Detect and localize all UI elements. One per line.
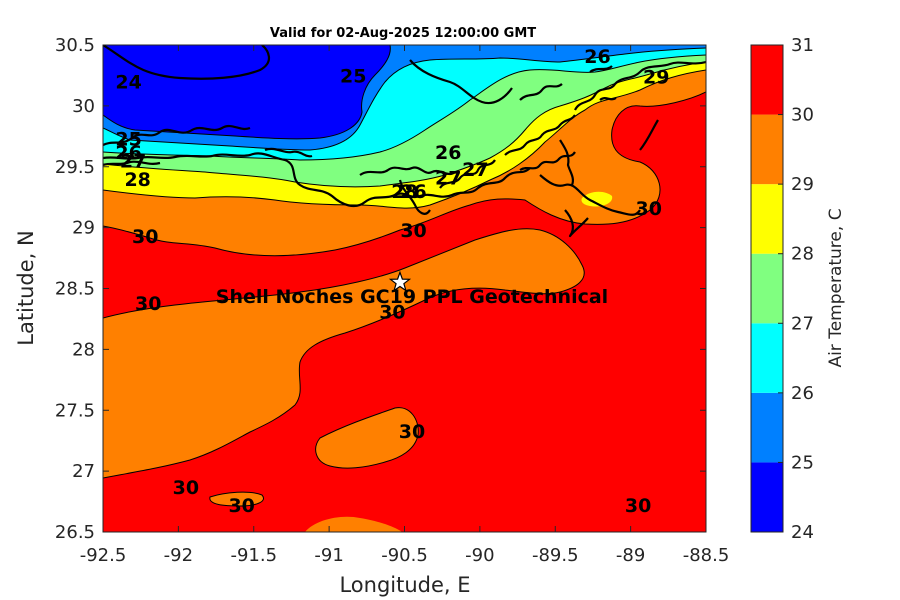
y-tick-label: 30.5 [55,35,95,56]
band-28-pocket [581,191,613,207]
contour-label: 28 [124,169,150,191]
contour-label: 27 [435,168,461,190]
band-29-southwest [103,228,585,478]
x-tick-label: -89.5 [532,545,579,566]
y-tick-label: 26.5 [55,522,95,543]
contour-label: 30 [132,226,158,248]
y-tick-label: 28 [72,339,95,360]
axis-ticks: -92.5 -92 -91.5 -91 -90.5 -90 -89.5 -89 -88.5 26.… [55,35,729,566]
coastline [103,45,706,238]
colorbar-swatch [751,114,783,185]
x-axis-label: Longitude, E [339,573,470,597]
isolines [103,45,706,507]
contour-label: 30 [625,495,651,517]
x-tick-label: -91.5 [230,545,277,566]
y-tick-label: 27 [72,461,95,482]
contour-label: 25 [115,129,141,151]
colorbar-tick-label: 25 [791,452,814,473]
contour-label: 27 [120,151,146,173]
temperature-field [103,45,706,532]
colorbar: 24 25 26 27 28 29 30 31 [750,35,814,543]
colorbar-tick-label: 27 [791,313,814,334]
contour-label: 29 [643,67,669,89]
colorbar-tick-label: 24 [791,522,814,543]
contour-label: 26 [435,142,461,164]
contour-label: 30 [635,198,661,220]
colorbar-swatch [751,323,783,393]
colorbar-tick-label: 29 [791,174,814,195]
contour-label: 30 [379,302,405,324]
colorbar-swatch [751,392,783,463]
contour-label: 24 [115,72,141,94]
contour-label: 30 [135,293,161,315]
contour-label: 27 [462,159,488,181]
colorbar-swatch [751,184,783,254]
y-tick-label: 28.5 [55,279,95,300]
band-29-pocket-south [315,407,419,469]
contour-label: 25 [340,65,366,87]
x-tick-label: -89 [616,545,645,566]
contour-label: 26 [400,181,426,203]
map-title: Valid for 02-Aug-2025 12:00:00 GMT [270,26,536,41]
x-tick-label: -88.5 [683,545,730,566]
contour-label: 28 [391,181,417,203]
site-annotation: Shell Noches GC19 PPL Geotechnical [216,286,608,308]
contour-label: 26 [584,46,610,68]
y-tick-label: 27.5 [55,400,95,421]
contour-label: 30 [399,421,425,443]
colorbar-tick-label: 31 [791,35,814,56]
contour-label: 30 [173,477,199,499]
site-star-icon [388,270,412,292]
colorbar-tick-label: 30 [791,105,814,126]
y-tick-label: 29 [72,218,95,239]
contour-label: 30 [228,495,254,517]
contour-label: 26 [115,142,141,164]
band-29-pocket-small [209,492,264,506]
x-tick-label: -90 [465,545,494,566]
colorbar-tick-label: 28 [791,244,814,265]
colorbar-tick-label: 26 [791,383,814,404]
band-24 [103,45,391,139]
colorbar-swatch [751,462,783,532]
y-tick-label: 30 [72,96,95,117]
colorbar-swatch [751,45,783,115]
x-tick-label: -92 [164,545,193,566]
x-tick-label: -92.5 [80,545,127,566]
y-tick-label: 29.5 [55,157,95,178]
colorbar-swatch [751,253,783,324]
contour-label: 30 [400,220,426,242]
y-axis-label: Latitude, N [14,230,38,346]
x-tick-label: -90.5 [381,545,428,566]
x-tick-label: -91 [314,545,343,566]
colorbar-label: Air Temperature, C [826,208,846,367]
colorbar-frame [750,44,784,533]
